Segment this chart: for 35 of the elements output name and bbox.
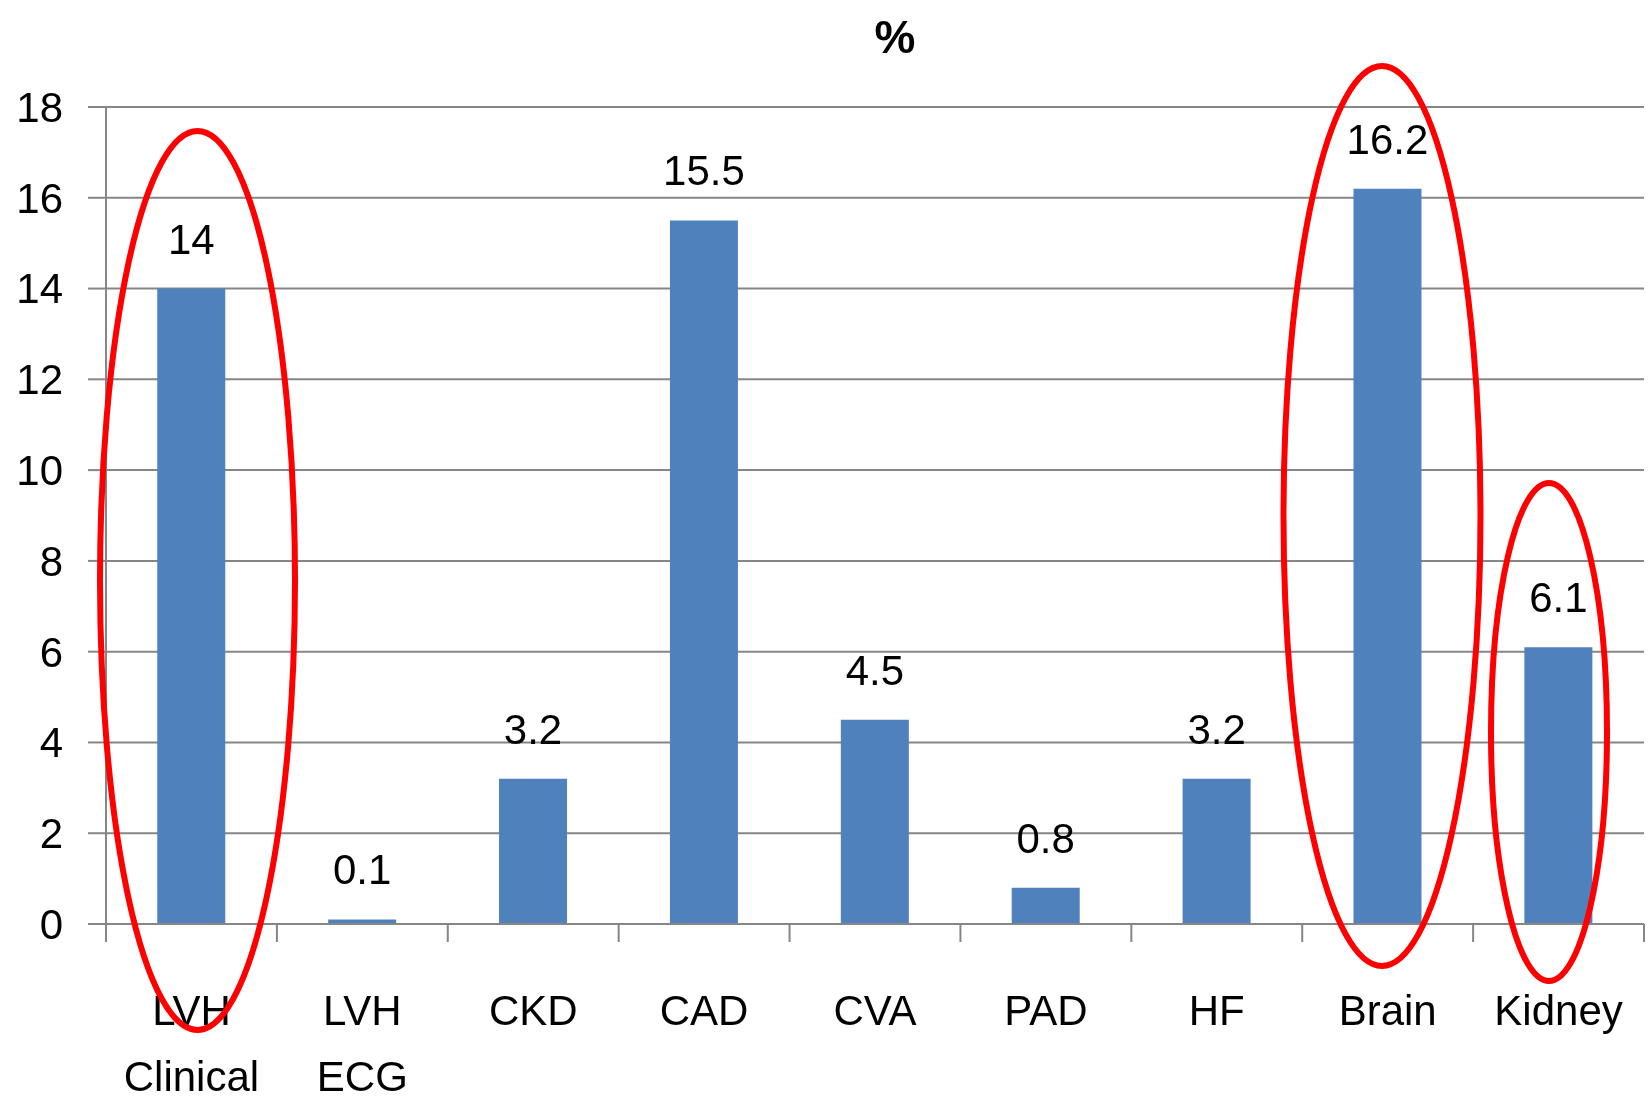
bar — [157, 288, 226, 924]
y-tick-label: 4 — [39, 719, 63, 767]
y-tick-label: 16 — [16, 174, 63, 222]
y-tick-label: 10 — [16, 447, 63, 495]
bar — [840, 719, 909, 924]
bar — [1524, 647, 1593, 924]
y-tick-label: 14 — [16, 265, 63, 313]
y-tick-label: 2 — [39, 810, 63, 858]
data-label: 0.1 — [332, 846, 392, 894]
x-tick-label: HF — [1188, 987, 1245, 1034]
y-tick-label: 6 — [39, 628, 63, 676]
data-label: 3.2 — [503, 705, 563, 753]
y-tick-label: 0 — [39, 900, 63, 948]
y-tick-label: 12 — [16, 356, 63, 404]
y-tick-label: 8 — [39, 537, 63, 585]
x-tick-label: CKD — [488, 987, 578, 1034]
data-label: 15.5 — [663, 147, 745, 195]
x-tick-label: PAD — [1004, 987, 1088, 1034]
data-label: 4.5 — [845, 646, 905, 694]
x-tick-label: CVA — [833, 987, 917, 1034]
data-label: 6.1 — [1529, 574, 1588, 622]
bar — [669, 220, 738, 924]
data-label: 0.8 — [1016, 814, 1075, 862]
chart-title: % — [874, 11, 916, 63]
data-label: 3.2 — [1187, 705, 1246, 753]
x-tick-label: Brain — [1338, 987, 1437, 1034]
bar — [1011, 887, 1080, 924]
bar — [1182, 778, 1251, 924]
bar — [499, 778, 568, 924]
data-label: 16.2 — [1346, 115, 1429, 163]
x-tick-label: CAD — [659, 987, 749, 1034]
y-tick-label: 18 — [16, 83, 63, 131]
x-tick-label: Kidney — [1494, 987, 1623, 1034]
x-tick-label: LVH ECG — [316, 987, 408, 1099]
data-label: 14 — [167, 215, 215, 263]
